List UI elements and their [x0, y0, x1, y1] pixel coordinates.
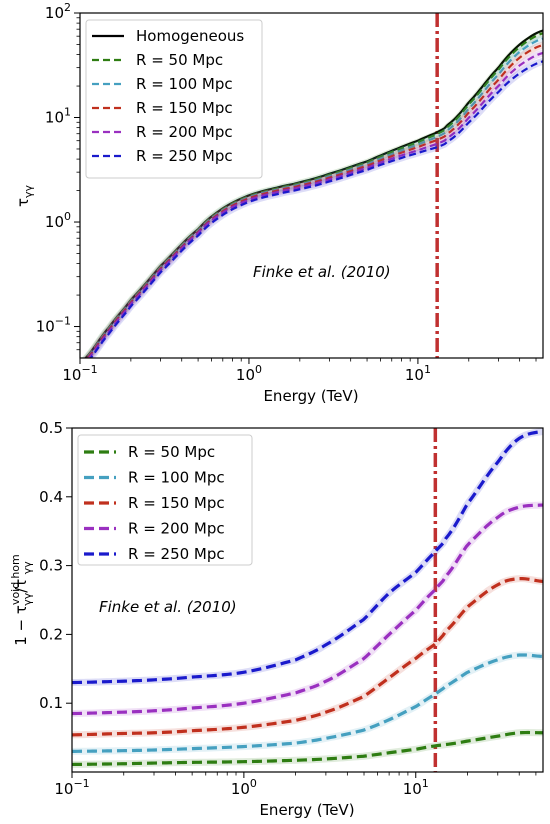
top-tick-labels: 10−1 100 101 10−1 100 101 102 [36, 1, 431, 384]
bot-series-line-r-50-mpc [72, 730, 543, 767]
top-x-tick-label: 100 [236, 363, 262, 384]
bottom-tick-labels: 10−1 100 101 0.1 0.2 0.3 0.4 0.5 [39, 419, 429, 798]
bot-y-tick-label: 0.4 [39, 488, 63, 506]
top-series-line-r-150-mpc [86, 43, 543, 358]
top-annotation: Finke et al. (2010) [253, 263, 391, 281]
bot-y-tick-label: 0.1 [39, 694, 63, 712]
bottom-legend: R = 50 Mpc R = 100 Mpc R = 150 Mpc R = 200 … [77, 434, 253, 566]
bottom-y-label-prefix: 1 − τ [12, 605, 30, 646]
chart-void-fraction: 10−1 100 101 0.1 0.2 0.3 0.4 0.5 Energy (TeV) 1… [9, 419, 544, 819]
bot-series-line-r-150-mpc [72, 577, 543, 737]
bot-legend-label-r-200-mpc: R = 200 Mpc [128, 520, 225, 538]
bottom-annotation: Finke et al. (2010) [99, 598, 237, 616]
top-series-line-r-50-mpc [84, 32, 543, 358]
top-y-axis-label-sub: γγ [22, 184, 35, 198]
top-series-line-r-100-mpc [85, 37, 543, 358]
top-y-tick-label: 101 [45, 106, 71, 127]
top-y-axis-label: τγγ [14, 184, 35, 207]
bot-y-tick-label: 0.2 [39, 625, 63, 643]
bot-series-line-r-200-mpc [72, 503, 543, 716]
bottom-plot-frame [71, 427, 544, 773]
bot-legend-label-r-250-mpc: R = 250 Mpc [128, 545, 225, 563]
top-legend-label-r-250-mpc: R = 250 Mpc [136, 147, 233, 165]
top-legend-label-homogeneous: Homogeneous [136, 27, 244, 45]
bot-x-tick-label: 101 [403, 777, 429, 798]
top-y-tick-label: 102 [45, 1, 71, 22]
top-legend: Homogeneous R = 50 Mpc R = 100 Mpc R = 150 … [85, 19, 263, 179]
top-series-band-r-250-mpc [86, 57, 543, 358]
top-x-tick-label: 10−1 [62, 363, 97, 384]
bot-x-tick-label: 100 [231, 777, 257, 798]
bottom-y-label-sub1: γγ [21, 592, 34, 606]
bottom-y-label-sup1: void [9, 582, 22, 605]
top-x-tick-label: 101 [405, 363, 431, 384]
chart-optical-depth: 10−1 100 101 10−1 100 101 102 Energy (TeV) τγγ… [14, 1, 544, 405]
top-legend-label-r-150-mpc: R = 150 Mpc [136, 99, 233, 117]
top-y-tick-label: 100 [45, 210, 71, 231]
top-series-group [81, 29, 543, 358]
top-legend-label-r-50-mpc: R = 50 Mpc [136, 51, 223, 69]
bottom-y-label-sup2: hom [9, 554, 22, 578]
top-legend-box [85, 19, 263, 179]
top-y-tick-label: 10−1 [36, 315, 71, 336]
bottom-x-axis-label: Energy (TeV) [259, 801, 354, 819]
top-series-line-r-200-mpc [87, 51, 543, 358]
bot-series-line-r-100-mpc [72, 653, 543, 753]
bottom-y-label-mid: /τ [12, 579, 30, 593]
top-x-axis-label: Energy (TeV) [263, 387, 358, 405]
bottom-series-group [72, 428, 543, 768]
bot-legend-label-r-100-mpc: R = 100 Mpc [128, 469, 225, 487]
bot-series-line-r-250-mpc [72, 429, 543, 685]
bot-x-tick-label: 10−1 [54, 777, 89, 798]
bot-y-tick-label: 0.3 [39, 557, 63, 575]
bottom-y-axis-label: 1 − τvoidγγ/τhomγγ [9, 554, 34, 646]
bot-legend-label-r-150-mpc: R = 150 Mpc [128, 494, 225, 512]
bottom-legend-box [77, 434, 253, 566]
bot-legend-label-r-50-mpc: R = 50 Mpc [128, 443, 215, 461]
top-legend-label-r-100-mpc: R = 100 Mpc [136, 75, 233, 93]
bot-y-tick-label: 0.5 [39, 419, 63, 437]
top-plot-frame [79, 12, 544, 359]
bottom-y-label-sub2: γγ [21, 561, 34, 575]
top-legend-label-r-200-mpc: R = 200 Mpc [136, 123, 233, 141]
top-y-axis-label-main: τ [14, 198, 32, 207]
